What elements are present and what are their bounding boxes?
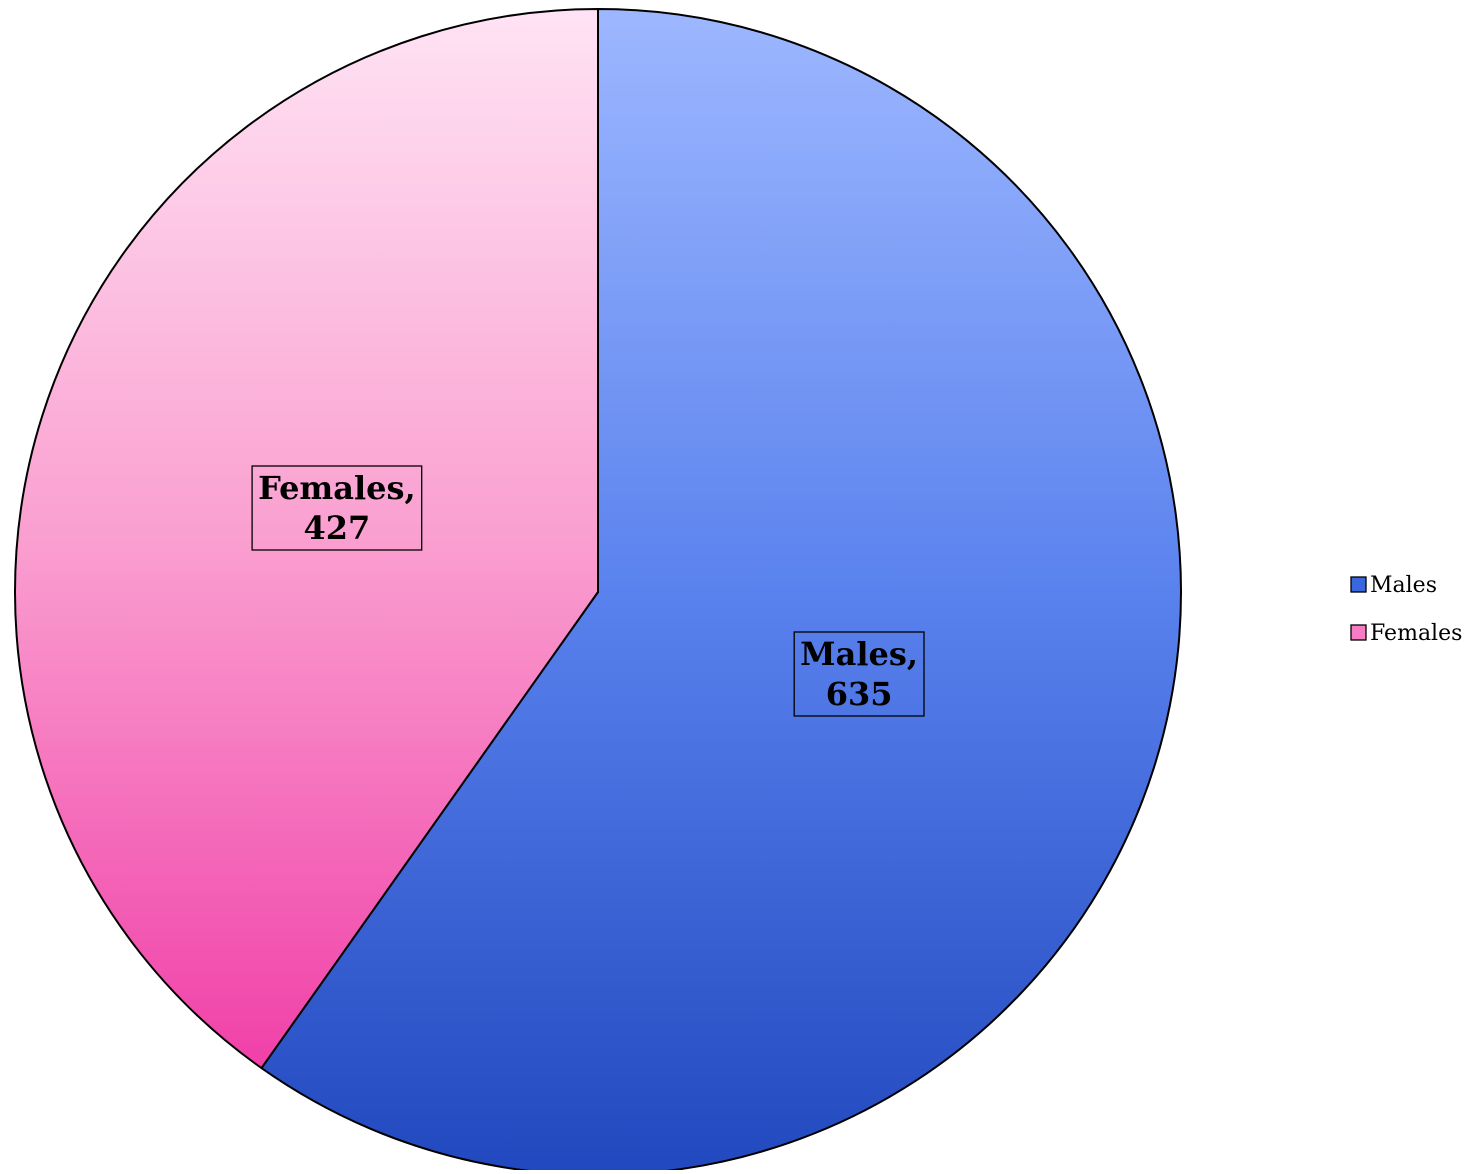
legend-label-females: Females — [1370, 621, 1462, 646]
legend-label-males: Males — [1370, 573, 1437, 598]
data-label-males-value: 635 — [826, 675, 893, 713]
data-label-females-value: 427 — [304, 509, 371, 547]
data-label-box-males — [793, 631, 925, 717]
legend-item-females: Females — [1350, 621, 1462, 646]
pie-slice-males — [260, 8, 1182, 1174]
pie-slice-females — [13, 8, 599, 1070]
legend-item-males: Males — [1350, 573, 1437, 598]
data-label-females-category: Females, — [258, 469, 416, 507]
data-label-box-females — [251, 465, 423, 551]
legend-swatch-females — [1350, 624, 1367, 641]
legend: Males Females — [1350, 573, 1462, 646]
pie-data-labels: Males,635 Females,427 — [251, 465, 925, 717]
data-label-males: Males,635 — [793, 631, 925, 717]
data-label-females: Females,427 — [251, 465, 423, 551]
pie-slices — [13, 8, 1182, 1174]
legend-swatch-males — [1350, 576, 1367, 593]
data-label-males-category: Males, — [800, 635, 918, 673]
